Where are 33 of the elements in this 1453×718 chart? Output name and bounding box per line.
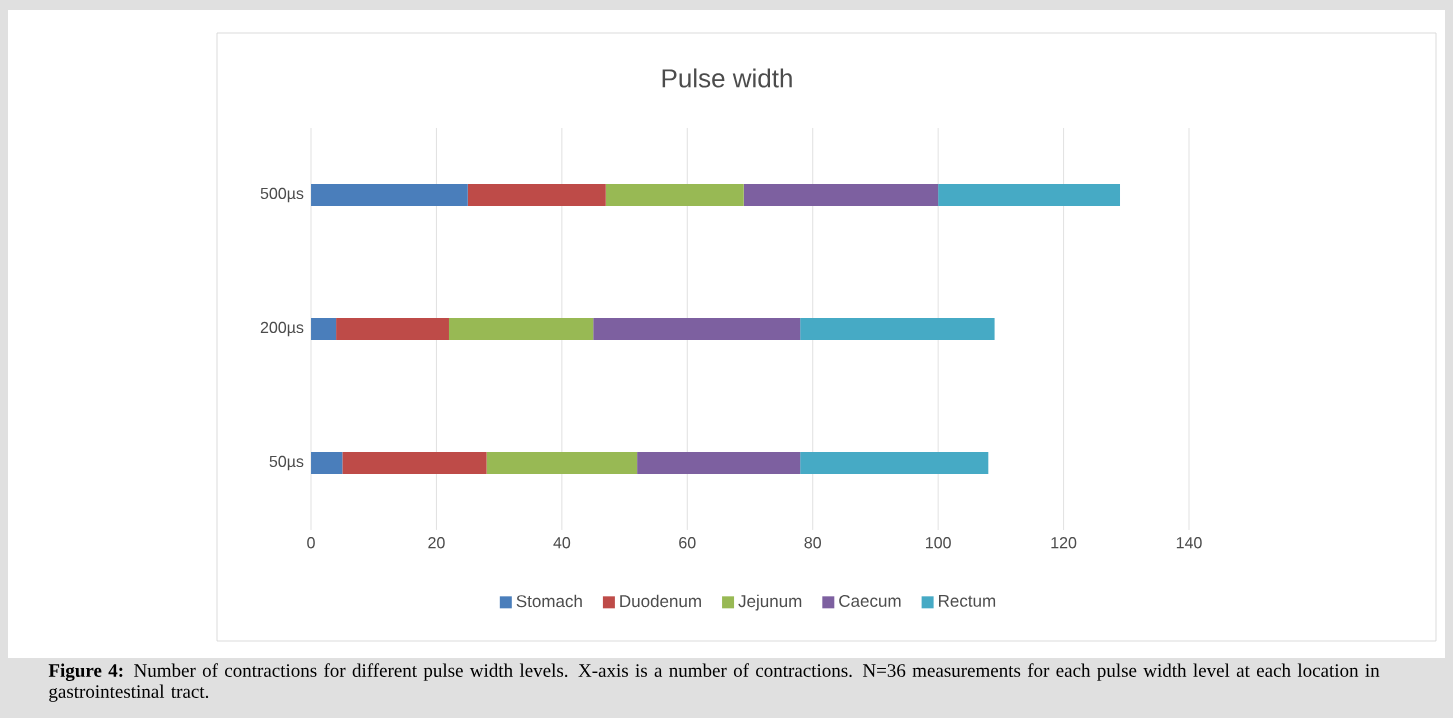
bar (467, 184, 606, 206)
bar (448, 317, 594, 340)
x-tick-label: 60 (679, 537, 696, 549)
bar (311, 317, 337, 340)
bar (336, 317, 449, 340)
legend-label: Duodenum (620, 594, 701, 608)
legend-label: Caecum (839, 594, 901, 607)
bar (311, 451, 343, 474)
bar (637, 451, 801, 474)
legend-label: Stomach (516, 594, 582, 608)
y-tick-label: 500µs (260, 187, 304, 203)
legend-label: Rectum (939, 594, 996, 607)
bar (800, 317, 995, 340)
x-tick-label: 100 (926, 537, 951, 549)
y-tick-label: 50µs (269, 455, 304, 471)
bar (593, 317, 801, 340)
text: Figure 4: Number of contractions for different pulse width levels. X-axis is a number of contractions. N=36 measurements for each pulse width level at each location in gastrointestinal tract. (48, 663, 1380, 702)
bar (311, 184, 468, 206)
x-tick-label: 0 (307, 537, 315, 549)
bar (342, 451, 487, 474)
x-tick-label: 140 (1176, 537, 1202, 549)
legend-label: Jejunum (738, 594, 802, 611)
x-tick-label: 120 (1051, 537, 1077, 549)
bar (605, 184, 744, 206)
bar (938, 184, 1121, 206)
x-tick-label: 20 (428, 537, 445, 549)
x-tick-label: 40 (553, 537, 571, 549)
bar (486, 451, 638, 474)
y-tick-label: 200µs (260, 321, 304, 337)
chart-title: Pulse width (662, 68, 792, 88)
bar (743, 184, 939, 206)
x-tick-label: 80 (804, 537, 821, 549)
bar (800, 451, 989, 474)
